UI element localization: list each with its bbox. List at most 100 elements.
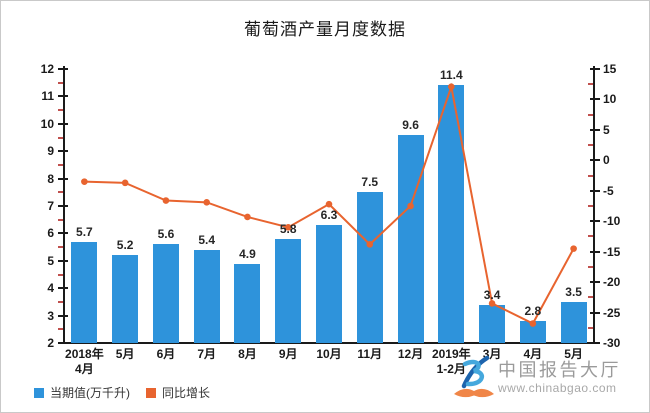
y-axis-left-label: 8 [47, 171, 54, 186]
y-axis-right-tick [590, 128, 600, 131]
y-axis-right-label: -5 [603, 183, 614, 198]
watermark-brand: 中国报告大厅 [498, 360, 621, 380]
bar [519, 321, 546, 343]
x-axis-line [63, 342, 595, 344]
x-axis-label: 2019年 1-2月 [431, 347, 471, 376]
y-axis-left-tick [58, 232, 68, 235]
bar [234, 263, 261, 343]
y-axis-left-label: 4 [47, 281, 54, 296]
y-axis-left-label: 5 [47, 253, 54, 268]
y-axis-right-tick [590, 311, 600, 314]
y-axis-right-label: -15 [603, 244, 621, 259]
y-axis-right-label: -10 [603, 214, 621, 229]
y-axis-left-minor-tick [58, 109, 63, 112]
legend: 当期值(万千升) 同比增长 [34, 384, 210, 401]
bar-value-label: 3.5 [565, 284, 582, 299]
y-axis-right-minor-tick [588, 113, 593, 116]
y-axis-left-label: 9 [47, 144, 54, 159]
growth-line-marker [81, 178, 88, 185]
bar-value-label: 9.6 [402, 117, 419, 132]
x-axis-label: 10月 [316, 347, 342, 361]
y-axis-right-label: 5 [603, 122, 610, 137]
y-axis-right-label: -30 [603, 336, 621, 350]
y-axis-left-tick [58, 342, 68, 344]
y-axis-right-tick [590, 68, 600, 70]
y-axis-right-tick [590, 281, 600, 284]
bar [112, 255, 139, 343]
x-axis-label: 11月 [357, 347, 383, 361]
y-axis-left-label: 6 [47, 226, 54, 241]
x-axis-label: 8月 [238, 347, 257, 361]
y-axis-right-minor-tick [588, 296, 593, 299]
y-axis-left-minor-tick [58, 191, 63, 194]
legend-swatch-line [146, 387, 156, 398]
growth-line-marker [244, 213, 251, 221]
y-axis-left-minor-tick [58, 136, 63, 139]
x-axis-label: 7月 [197, 347, 217, 361]
y-axis-right-label: 15 [603, 62, 617, 76]
y-axis-left-tick [58, 95, 68, 98]
y-axis-right-minor-tick [588, 144, 593, 147]
growth-line-marker [121, 179, 129, 187]
y-axis-right-tick [590, 342, 600, 344]
y-axis-left-label: 7 [47, 199, 54, 213]
watermark-text: 中国报告大厅 www.chinabgao.com [498, 359, 621, 395]
x-axis-label: 2018年 4月 [65, 347, 104, 376]
y-axis-left-label: 10 [40, 116, 54, 131]
y-axis-right-tick [590, 189, 600, 192]
bar-value-label: 11.4 [439, 68, 463, 83]
y-axis-left-tick [58, 122, 68, 125]
bar-value-label: 3.4 [483, 287, 501, 302]
y-axis-right-label: 10 [603, 92, 617, 107]
y-axis-left-label: 3 [47, 308, 54, 323]
growth-line-marker [570, 245, 577, 252]
y-axis-left-minor-tick [58, 273, 63, 276]
y-axis-right-minor-tick [588, 326, 593, 329]
y-axis-right-tick [590, 250, 600, 253]
growth-line-marker [162, 197, 170, 204]
bar-value-label: 5.2 [116, 238, 134, 253]
bar [397, 134, 424, 343]
legend-swatch-bars [34, 387, 44, 398]
y-axis-left-label: 11 [41, 89, 54, 104]
growth-line-marker [325, 200, 333, 208]
y-axis-left-tick [58, 150, 68, 153]
bar-value-label: 5.6 [157, 227, 175, 242]
bar-value-label: 5.8 [279, 221, 297, 236]
bar [316, 225, 342, 343]
x-axis-label: 5月 [115, 347, 135, 361]
x-axis-label: 4月 [523, 347, 543, 361]
legend-item-current-value: 当期值(万千升) [34, 384, 130, 401]
bar-value-label: 7.5 [361, 175, 379, 190]
y-axis-right-minor-tick [588, 205, 593, 207]
y-axis-left-tick [58, 314, 68, 317]
bar [275, 238, 302, 343]
y-axis-right-minor-tick [588, 265, 593, 268]
y-axis-right-minor-tick [588, 83, 593, 86]
y-axis-left-tick [58, 205, 68, 207]
watermark: 中国报告大厅 www.chinabgao.com [453, 355, 621, 403]
bar [71, 241, 98, 343]
bar [193, 249, 220, 343]
bar-value-label: 5.4 [198, 232, 216, 247]
y-axis-right-tick [590, 159, 600, 162]
legend-item-yoy-growth: 同比增长 [146, 384, 210, 401]
y-axis-left-tick [58, 68, 68, 70]
bar [152, 244, 179, 343]
y-axis-left-line [63, 66, 65, 343]
y-axis-left-tick [58, 177, 68, 180]
bar [438, 85, 465, 343]
y-axis-right-line [593, 66, 595, 343]
y-axis-right-tick [590, 220, 600, 223]
bar [356, 192, 383, 343]
x-axis-label: 12月 [397, 347, 424, 361]
bar-value-label: 2.8 [524, 304, 542, 319]
growth-line-marker [203, 199, 210, 206]
y-axis-left-minor-tick [58, 246, 63, 249]
bar [479, 304, 506, 343]
legend-label-bars: 当期值(万千升) [50, 386, 130, 400]
bar-value-label: 6.3 [320, 208, 338, 223]
y-axis-right-label: -20 [603, 275, 621, 290]
